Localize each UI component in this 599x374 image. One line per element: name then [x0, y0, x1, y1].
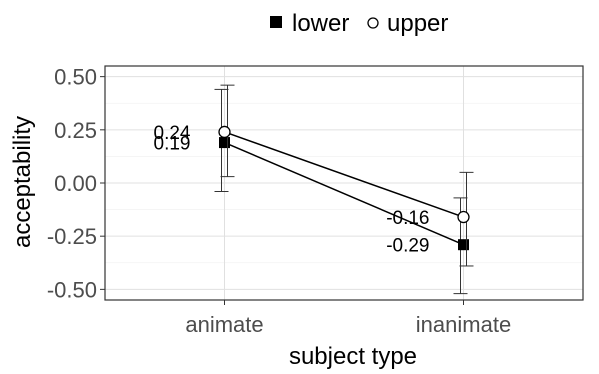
x-tick-label: inanimate — [416, 312, 511, 337]
x-tick-label: animate — [185, 312, 263, 337]
series-upper: 0.24 -0.16 — [154, 84, 474, 267]
series-line-upper — [224, 131, 464, 218]
data-point-upper — [457, 210, 470, 224]
legend-label-lower: lower — [292, 10, 349, 37]
series-layer: 0.19 -0.29 0.24 -0.16 — [154, 84, 474, 295]
y-tick-label: 0.50 — [54, 65, 97, 90]
legend-label-upper: upper — [387, 10, 448, 37]
data-label-lower: 0.19 — [154, 134, 191, 155]
x-axis-title: subject type — [289, 343, 417, 370]
y-axis-title: acceptability — [9, 116, 36, 248]
data-point-upper — [218, 125, 231, 139]
y-tick-label: 0.25 — [54, 118, 97, 143]
data-label-upper: 0.24 — [154, 123, 191, 144]
data-point-lower — [458, 239, 469, 251]
y-tick-label: 0.00 — [54, 171, 97, 196]
y-tick-label: -0.50 — [47, 277, 97, 302]
data-label-lower: -0.29 — [386, 236, 429, 257]
legend-key-lower — [270, 16, 282, 28]
series-line-lower — [224, 141, 464, 246]
data-point-lower — [219, 137, 230, 149]
legend-key-upper — [367, 17, 379, 29]
y-tick-label: -0.25 — [47, 224, 97, 249]
data-label-upper: -0.16 — [386, 208, 429, 229]
x-axis: animate inanimate — [185, 300, 511, 337]
y-axis: -0.50 -0.25 0.00 0.25 0.50 — [47, 65, 105, 302]
legend: lower upper — [270, 10, 448, 37]
grid-layer — [105, 66, 583, 300]
series-lower: 0.19 -0.29 — [154, 88, 469, 295]
